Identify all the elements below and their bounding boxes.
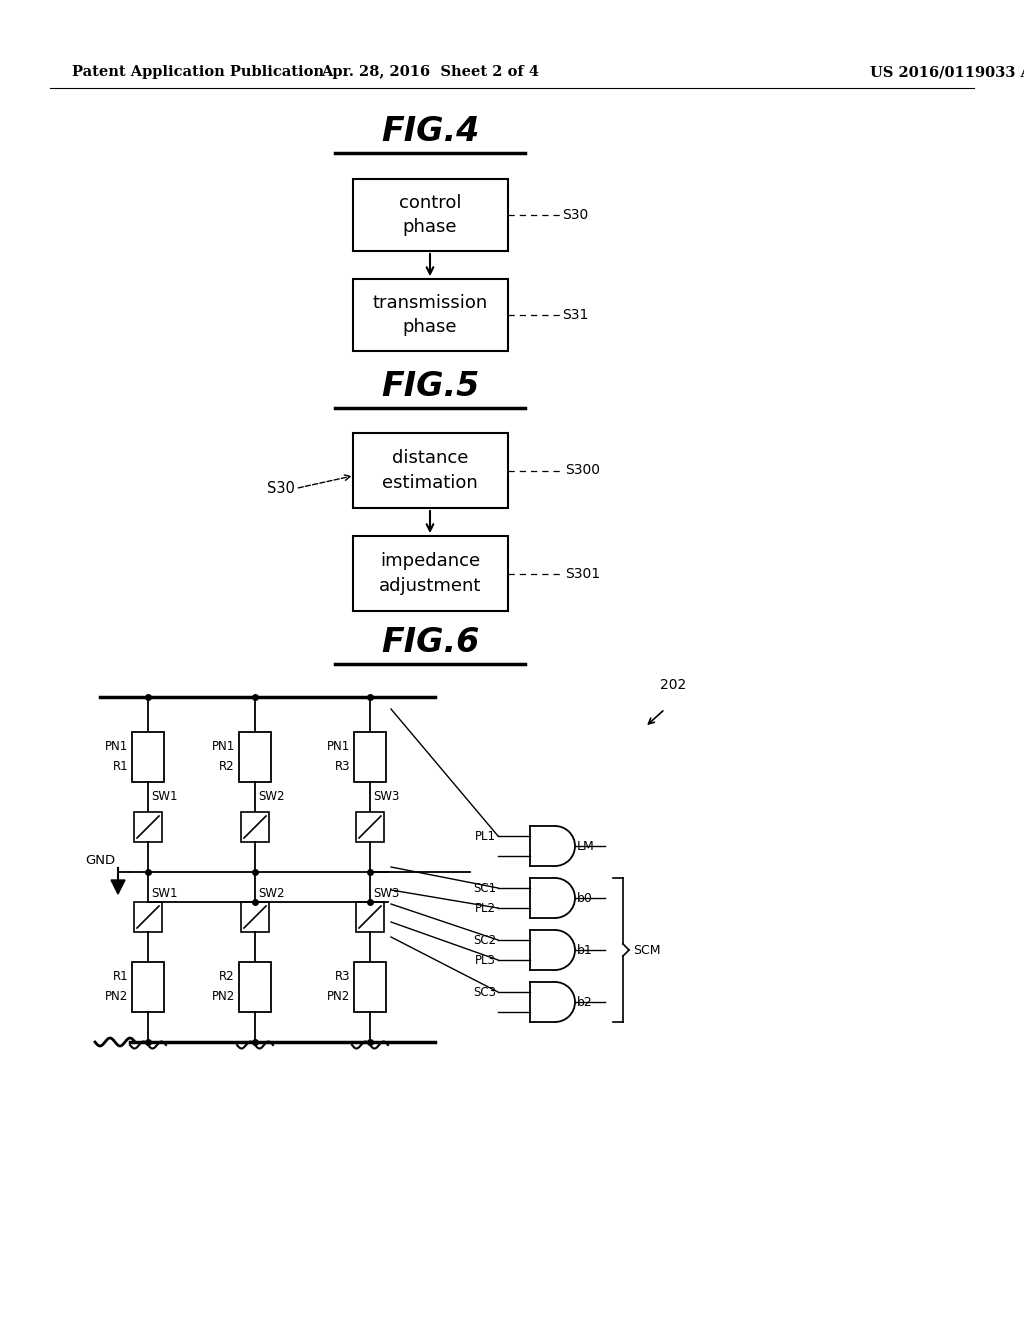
Text: R1: R1 bbox=[113, 970, 128, 983]
Text: PL2: PL2 bbox=[475, 902, 496, 915]
Bar bbox=[354, 733, 386, 781]
Text: SW3: SW3 bbox=[373, 789, 399, 803]
Text: LM: LM bbox=[577, 840, 595, 853]
Text: S301: S301 bbox=[565, 566, 601, 581]
Bar bbox=[354, 962, 386, 1012]
Text: US 2016/0119033 A1: US 2016/0119033 A1 bbox=[870, 65, 1024, 79]
Text: SW1: SW1 bbox=[151, 887, 177, 900]
Bar bbox=[132, 962, 164, 1012]
Bar bbox=[356, 812, 384, 842]
Text: S30: S30 bbox=[267, 480, 295, 496]
Text: FIG.5: FIG.5 bbox=[381, 370, 479, 403]
Bar bbox=[241, 812, 269, 842]
Text: PN1: PN1 bbox=[212, 741, 234, 754]
Text: control
phase: control phase bbox=[398, 194, 461, 236]
Text: SC3: SC3 bbox=[473, 986, 496, 998]
Bar bbox=[352, 180, 508, 251]
Text: S30: S30 bbox=[562, 209, 589, 222]
Bar bbox=[356, 902, 384, 932]
Text: R2: R2 bbox=[219, 970, 234, 983]
Text: PL3: PL3 bbox=[475, 953, 496, 966]
Text: GND: GND bbox=[85, 854, 115, 866]
Text: SW1: SW1 bbox=[151, 789, 177, 803]
Text: SCM: SCM bbox=[633, 944, 660, 957]
Text: R2: R2 bbox=[219, 760, 234, 774]
Text: S31: S31 bbox=[562, 308, 589, 322]
Text: PN2: PN2 bbox=[212, 990, 234, 1003]
Bar bbox=[241, 902, 269, 932]
Text: b0: b0 bbox=[577, 891, 593, 904]
Bar bbox=[352, 433, 508, 508]
Text: b2: b2 bbox=[577, 995, 593, 1008]
Bar bbox=[134, 902, 162, 932]
Text: R1: R1 bbox=[113, 760, 128, 774]
Bar bbox=[239, 962, 271, 1012]
Text: SW2: SW2 bbox=[258, 887, 285, 900]
Text: Patent Application Publication: Patent Application Publication bbox=[72, 65, 324, 79]
Text: PN1: PN1 bbox=[327, 741, 350, 754]
Text: FIG.6: FIG.6 bbox=[381, 626, 479, 659]
Text: PN1: PN1 bbox=[104, 741, 128, 754]
Text: SW3: SW3 bbox=[373, 887, 399, 900]
Bar bbox=[134, 812, 162, 842]
Text: transmission
phase: transmission phase bbox=[373, 293, 487, 337]
Text: b1: b1 bbox=[577, 944, 593, 957]
Text: PN2: PN2 bbox=[104, 990, 128, 1003]
Text: PN2: PN2 bbox=[327, 990, 350, 1003]
Text: FIG.4: FIG.4 bbox=[381, 115, 479, 148]
Polygon shape bbox=[111, 880, 125, 894]
Text: R3: R3 bbox=[335, 760, 350, 774]
Text: SW2: SW2 bbox=[258, 789, 285, 803]
Text: 202: 202 bbox=[660, 678, 686, 692]
Text: PL1: PL1 bbox=[475, 829, 496, 842]
Text: SC1: SC1 bbox=[473, 882, 496, 895]
Text: Apr. 28, 2016  Sheet 2 of 4: Apr. 28, 2016 Sheet 2 of 4 bbox=[321, 65, 539, 79]
Text: S300: S300 bbox=[565, 463, 600, 478]
Bar bbox=[239, 733, 271, 781]
Text: R3: R3 bbox=[335, 970, 350, 983]
Bar bbox=[132, 733, 164, 781]
Text: SC2: SC2 bbox=[473, 933, 496, 946]
Text: distance
estimation: distance estimation bbox=[382, 449, 478, 492]
Bar bbox=[352, 536, 508, 611]
Text: impedance
adjustment: impedance adjustment bbox=[379, 552, 481, 595]
Bar bbox=[352, 279, 508, 351]
